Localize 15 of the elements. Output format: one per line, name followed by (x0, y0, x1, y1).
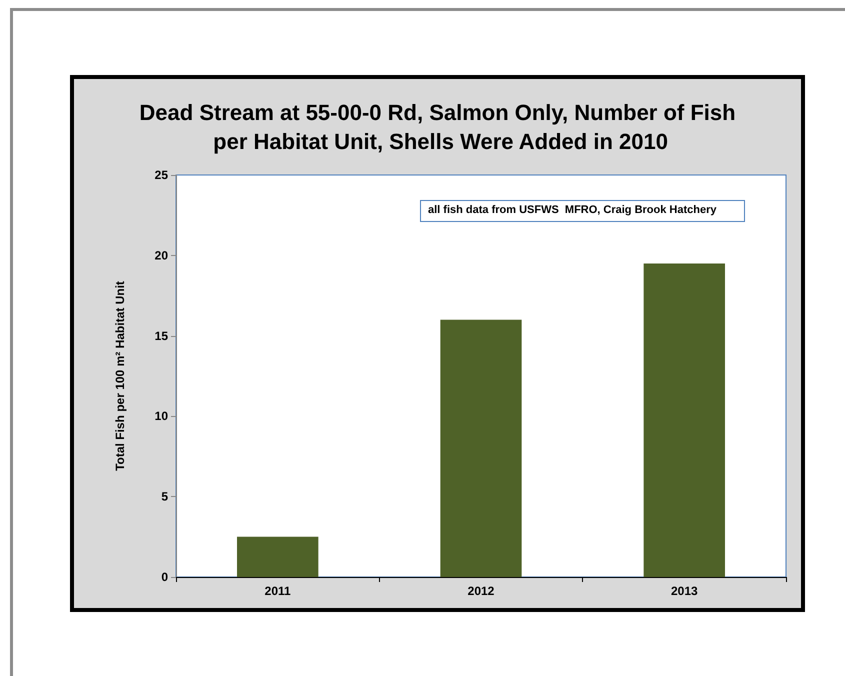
bar (644, 263, 725, 577)
chart-title: Dead Stream at 55-00-0 Rd, Salmon Only, Number of Fish per Habitat Unit, Shells Were Added in 2010 (139, 100, 736, 154)
x-tick-label: 2013 (670, 584, 698, 598)
annotation: all fish data from USFWS MFRO, Craig Brook Hatchery (428, 204, 716, 216)
bar (237, 536, 318, 577)
y-tick-label: 20 (154, 248, 168, 262)
y-axis-title: Total Fish per 100 m² Habitat Unit (113, 281, 127, 471)
x-tick-label: 2011 (264, 584, 292, 598)
bar (440, 320, 522, 577)
y-tick-label: 5 (161, 490, 168, 504)
y-tick-label: 15 (154, 328, 168, 343)
y-tick-label: 0 (161, 570, 168, 584)
y-tick-label: 25 (154, 168, 168, 182)
x-tick-label: 2012 (468, 584, 495, 598)
y-tick-label: 10 (154, 409, 168, 424)
